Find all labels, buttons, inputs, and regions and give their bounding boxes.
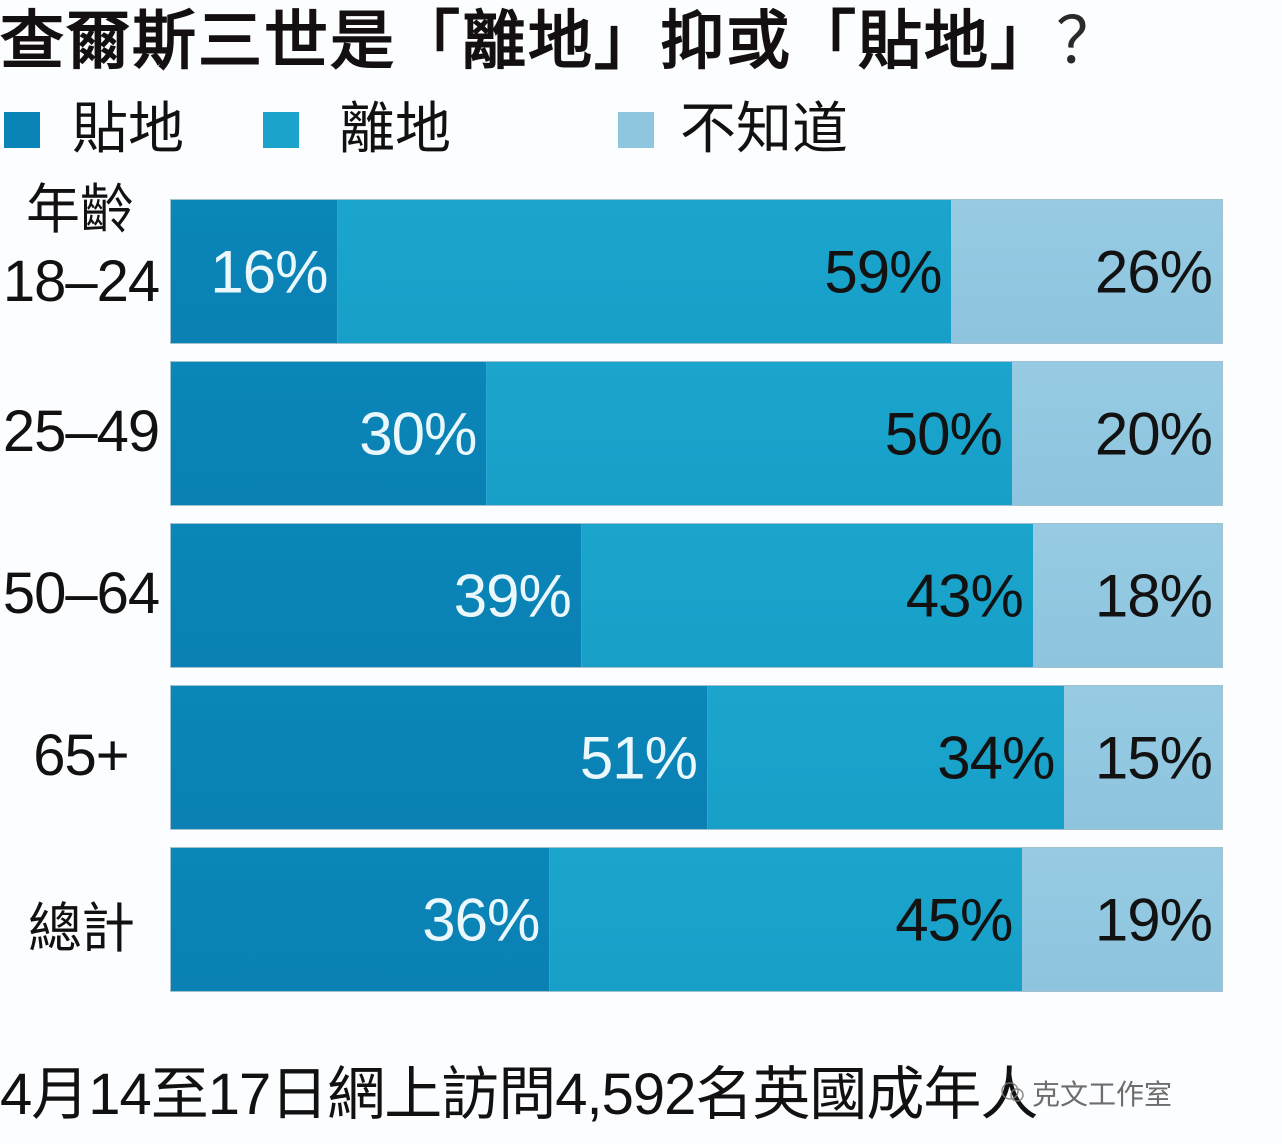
bar-segment-li-di: 50% [486, 362, 1012, 505]
bar-segment-li-di: 45% [549, 848, 1023, 991]
value-label: 20% [1094, 400, 1213, 467]
bar-row: 51% 34% 15% [171, 686, 1222, 829]
chart-title-question-mark: ？ [1056, 5, 1122, 79]
row-label: 25–49 [2, 399, 160, 464]
bar-row: 39% 43% 18% [171, 524, 1222, 667]
value-label: 45% [895, 886, 1013, 953]
value-label: 26% [1094, 238, 1213, 305]
bar-segment-tie-di: 16% [171, 200, 338, 343]
value-label: 15% [1094, 724, 1213, 791]
legend-item-tie-di: 貼地 [4, 95, 184, 165]
value-label: 39% [453, 562, 572, 629]
bar-segment-li-di: 43% [580, 524, 1033, 667]
value-label: 16% [210, 238, 328, 305]
chart-title-text: 查爾斯三世是「離地」抑或「貼地」 [0, 5, 1056, 79]
value-label: 30% [359, 400, 477, 467]
row-label: 50–64 [2, 561, 160, 626]
legend-swatch-icon [263, 112, 299, 148]
value-label: 50% [884, 400, 1003, 467]
bar-segment-tie-di: 51% [171, 686, 707, 829]
legend-swatch-icon [618, 112, 654, 148]
bar-segment-tie-di: 30% [171, 362, 487, 505]
bar-segment-li-di: 59% [337, 200, 952, 343]
row-label: 18–24 [2, 249, 160, 314]
value-label: 43% [905, 562, 1024, 629]
value-label: 51% [579, 724, 698, 791]
bar-segment-dont-know: 15% [1064, 686, 1222, 829]
legend-label: 不知道 [680, 97, 848, 162]
value-label: 59% [824, 238, 942, 305]
legend: 貼地 離地 不知道 [0, 95, 1282, 165]
row-label: 總計 [28, 897, 135, 960]
legend-item-dont-know: 不知道 [618, 95, 848, 165]
bar-segment-dont-know: 26% [951, 200, 1222, 343]
watermark-text: 克文工作室 [1032, 1078, 1173, 1111]
value-label: 36% [422, 886, 540, 953]
bar-segment-dont-know: 20% [1011, 362, 1222, 505]
legend-swatch-icon [4, 112, 40, 148]
age-group-header: 年齡 [26, 178, 134, 241]
row-label: 65+ [33, 723, 129, 788]
bar-row: 30% 50% 20% [171, 362, 1222, 505]
value-label: 18% [1094, 562, 1213, 629]
bar-row: 16% 59% 26% [171, 200, 1222, 343]
bar-segment-tie-di: 36% [171, 848, 550, 991]
bar-segment-dont-know: 18% [1032, 524, 1222, 667]
chart-title: 查爾斯三世是「離地」抑或「貼地」？ [0, 2, 1122, 82]
watermark: 克文工作室 [1000, 1068, 1172, 1118]
bar-row: 36% 45% 19% [171, 848, 1222, 991]
bar-segment-dont-know: 19% [1022, 848, 1222, 991]
legend-label: 離地 [339, 97, 451, 162]
bar-segment-li-di: 34% [707, 686, 1065, 829]
legend-label: 貼地 [72, 97, 184, 162]
legend-item-li-di: 離地 [263, 95, 451, 165]
wechat-logo-icon [1001, 1082, 1024, 1102]
bar-segment-tie-di: 39% [171, 524, 581, 667]
value-label: 19% [1094, 886, 1213, 953]
survey-note: 4月14至17日網上訪問4,592名英國成年人 [0, 1062, 1038, 1127]
value-label: 34% [937, 724, 1055, 791]
